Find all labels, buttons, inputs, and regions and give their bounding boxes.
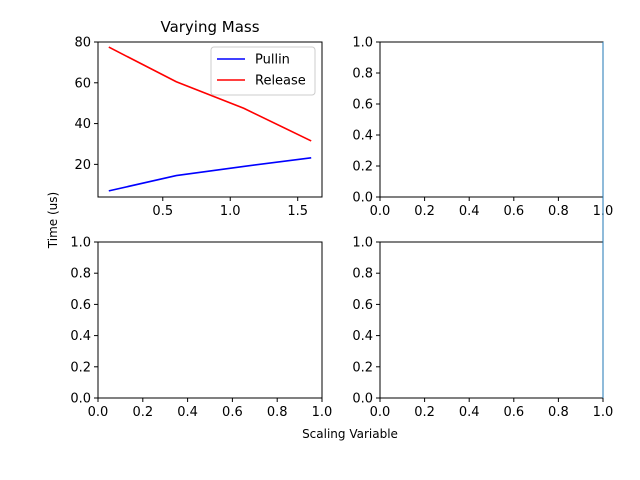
- series-line-release: [108, 46, 312, 142]
- y-tick-label: 0.2: [352, 160, 373, 175]
- x-tick-label: 0.5: [152, 204, 173, 219]
- x-tick-label: 0.8: [548, 204, 569, 219]
- x-tick-label: 0.4: [459, 204, 480, 219]
- x-tick-label: 0.2: [414, 405, 435, 420]
- y-tick-label: 0.4: [352, 329, 373, 344]
- x-tick-label: 0.0: [370, 204, 391, 219]
- legend: Pullin Release: [210, 46, 316, 96]
- series-line-pullin: [108, 157, 312, 192]
- x-tick-label: 0.8: [267, 405, 288, 420]
- legend-label-release: Release: [255, 74, 306, 89]
- plot-title: Varying Mass: [160, 18, 259, 36]
- y-tick-label: 0.6: [352, 298, 373, 313]
- x-tick-label: 0.0: [88, 405, 109, 420]
- y-tick-label: 1.0: [70, 236, 91, 251]
- x-tick-label: 0.8: [548, 405, 569, 420]
- y-tick-label: 1.0: [352, 36, 373, 51]
- y-tick-label: 0.6: [70, 298, 91, 313]
- x-tick-label: 0.2: [132, 405, 153, 420]
- y-tick-label: 0.0: [352, 191, 373, 206]
- figure-y-axis-label: Time (us): [46, 192, 60, 249]
- y-tick-label: 40: [74, 117, 91, 132]
- y-tick-label: 0.8: [70, 267, 91, 282]
- y-tick-label: 0.8: [352, 67, 373, 82]
- figure-x-axis-label: Scaling Variable: [302, 427, 398, 441]
- x-tick-label: 1.0: [593, 405, 614, 420]
- subplots: 0.5 1.0 1.5 20 40 60 80 Varying Mass Pullin Relea…: [70, 18, 613, 420]
- y-tick-label: 20: [74, 158, 91, 173]
- x-tick-label: 0.6: [503, 204, 524, 219]
- subplot-4: 0.0 0.2 0.4 0.6 0.8 1.0 0.0 0.2 0.4 0.6 0.8 1.0: [352, 236, 613, 421]
- x-tick-label: 1.0: [312, 405, 333, 420]
- x-tick-label: 0.4: [459, 405, 480, 420]
- x-tick-label: 1.0: [220, 204, 241, 219]
- legend-label-pullin: Pullin: [255, 53, 290, 68]
- y-tick-label: 0.4: [70, 329, 91, 344]
- y-tick-label: 0.8: [352, 267, 373, 282]
- y-tick-label: 0.6: [352, 98, 373, 113]
- y-tick-label: 0.4: [352, 129, 373, 144]
- y-tick-label: 0.0: [352, 392, 373, 407]
- plot-frame: [97, 241, 323, 399]
- x-tick-label: 0.6: [503, 405, 524, 420]
- plot-frame: [97, 41, 323, 198]
- y-tick-label: 1.0: [352, 236, 373, 251]
- x-tick-label: 0.0: [370, 405, 391, 420]
- y-tick-label: 0.0: [70, 392, 91, 407]
- x-tick-label: 0.4: [177, 405, 198, 420]
- x-tick-label: 1.5: [287, 204, 308, 219]
- y-tick-label: 0.2: [352, 360, 373, 375]
- x-tick-label: 0.2: [414, 204, 435, 219]
- subplot-3: 0.0 0.2 0.4 0.6 0.8 1.0 0.0 0.2 0.4 0.6 0.8 1.0: [70, 236, 332, 421]
- x-tick-label: 0.6: [222, 405, 243, 420]
- y-tick-label: 0.2: [70, 360, 91, 375]
- subplot-1: 0.5 1.0 1.5 20 40 60 80 Varying Mass Pullin Relea…: [74, 18, 323, 219]
- y-tick-label: 60: [74, 76, 91, 91]
- y-tick-label: 80: [74, 36, 91, 51]
